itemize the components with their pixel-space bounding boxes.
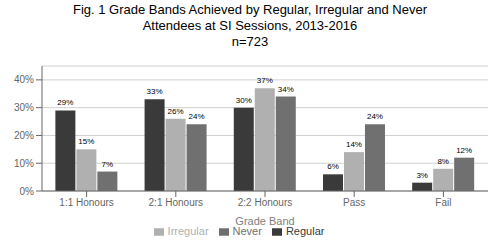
svg-text:37%: 37% [257,76,273,85]
svg-text:8%: 8% [437,157,449,166]
svg-text:10%: 10% [14,158,34,169]
svg-text:34%: 34% [278,85,294,94]
svg-text:30%: 30% [236,96,252,105]
svg-text:29%: 29% [57,98,73,107]
html-text:Regular: Regular [285,225,325,237]
svg-text:33%: 33% [147,87,163,96]
html-text:Irregular: Irregular [167,225,209,237]
svg-text:12%: 12% [456,146,472,155]
svg-text:30%: 30% [14,102,34,113]
svg-text:Fail: Fail [435,197,451,208]
svg-text:Pass: Pass [343,197,365,208]
html-text:Attendees at SI Sessions, 2013: Attendees at SI Sessions, 2013-2016 [142,18,358,33]
svg-text:15%: 15% [78,137,94,146]
svg-text:24%: 24% [189,112,205,121]
html-text:Never: Never [232,225,262,237]
svg-text:24%: 24% [367,112,383,121]
svg-text:Grade Band: Grade Band [235,215,294,227]
svg-text:0%: 0% [20,186,35,197]
svg-text:6%: 6% [327,162,339,171]
svg-text:1:1 Honours: 1:1 Honours [59,197,113,208]
html-text:n=723: n=723 [231,34,269,49]
svg-text:14%: 14% [346,140,362,149]
svg-text:7%: 7% [102,160,114,169]
svg-text:26%: 26% [168,107,184,116]
svg-text:20%: 20% [14,130,34,141]
svg-text:2:2 Honours: 2:2 Honours [238,197,292,208]
svg-text:40%: 40% [14,74,34,85]
svg-text:2:1 Honours: 2:1 Honours [149,197,203,208]
svg-text:3%: 3% [416,171,428,180]
html-text:Fig. 1 Grade Bands Achieved by: Fig. 1 Grade Bands Achieved by Regular, … [73,2,427,17]
